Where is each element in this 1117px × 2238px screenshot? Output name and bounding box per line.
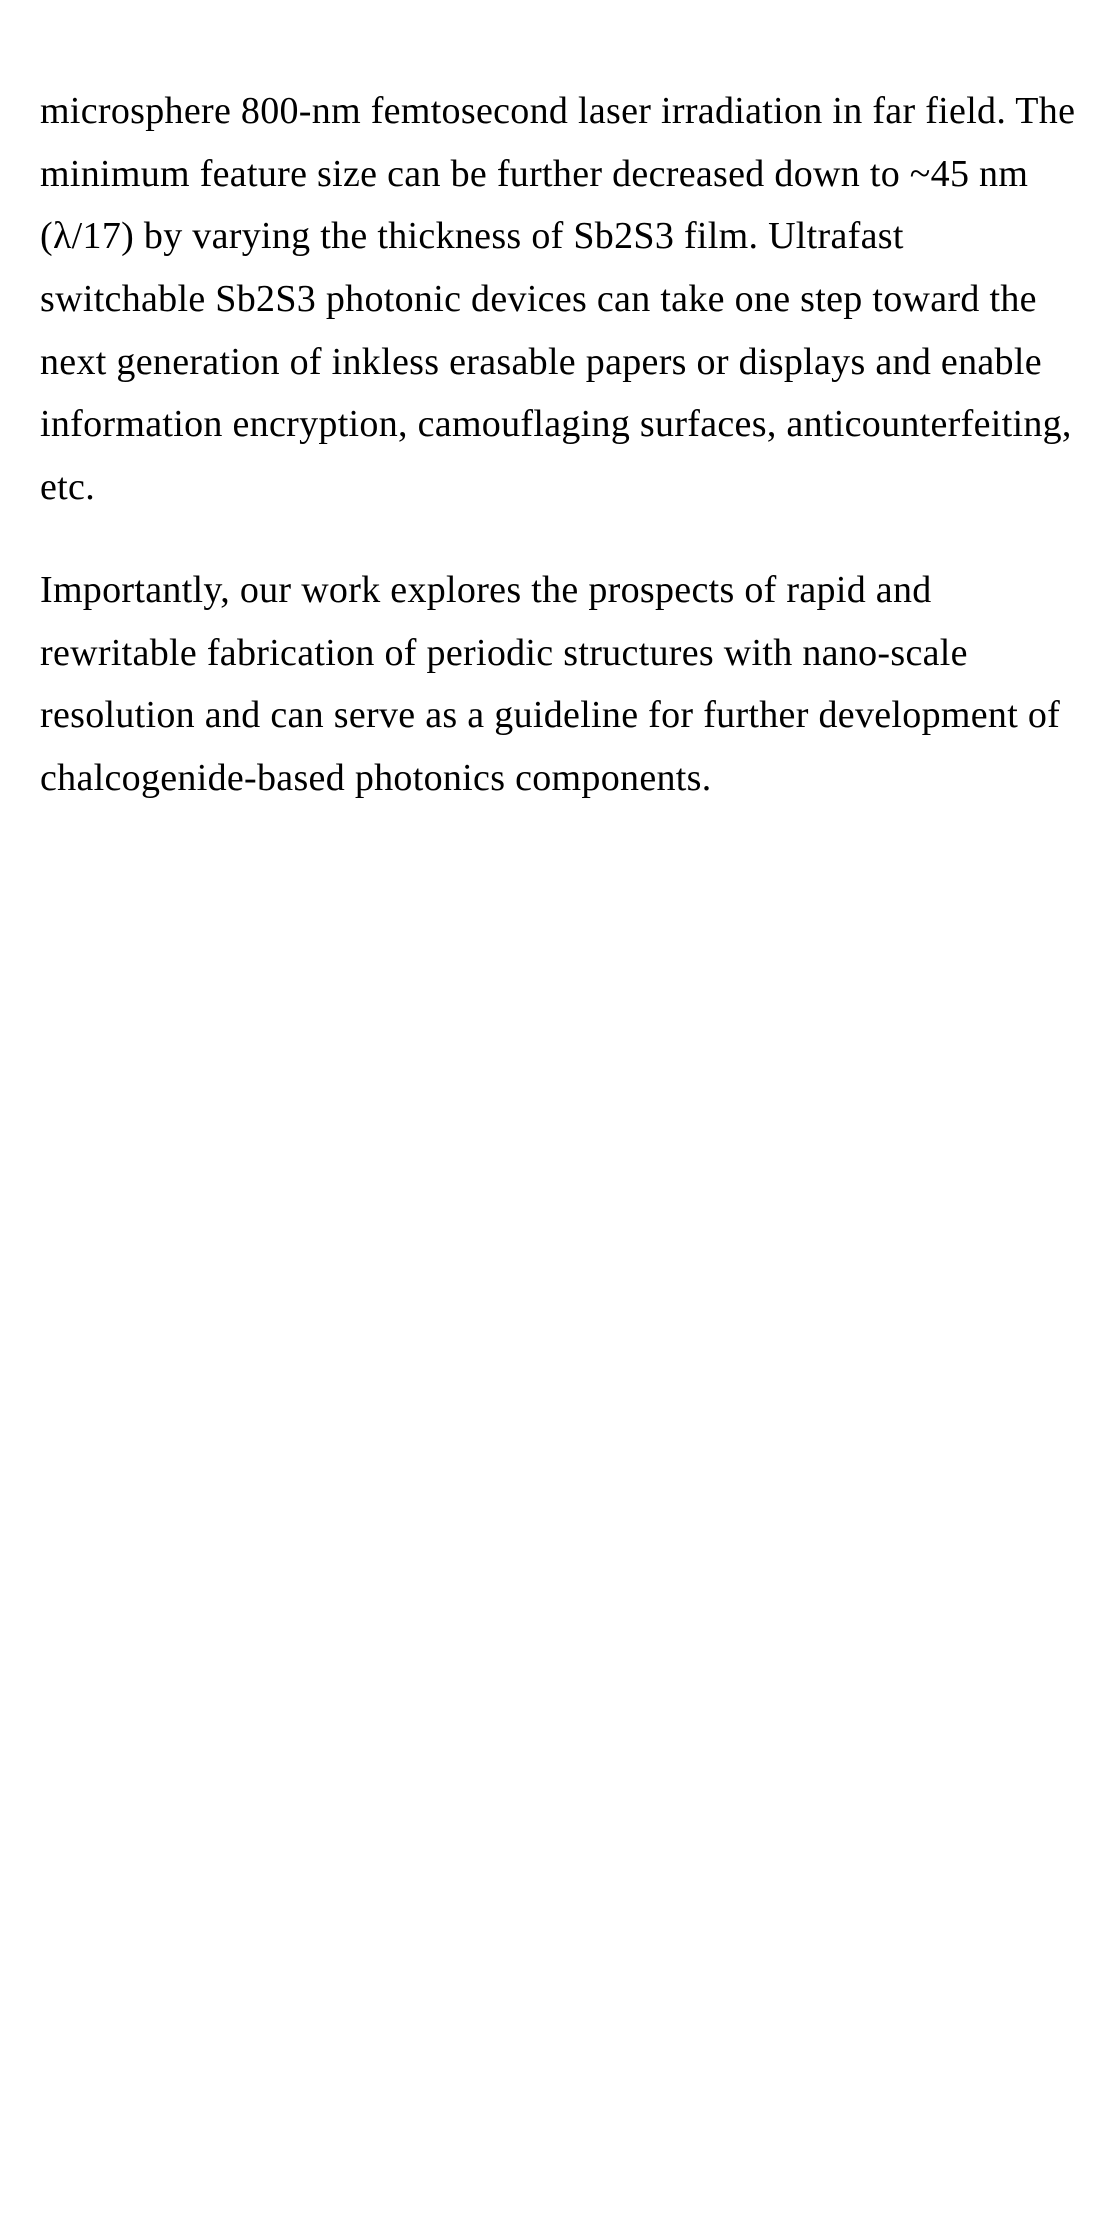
document-body: microsphere 800-nm femtosecond laser irr… bbox=[40, 80, 1077, 810]
paragraph-2: Importantly, our work explores the prosp… bbox=[40, 559, 1077, 810]
paragraph-1: microsphere 800-nm femtosecond laser irr… bbox=[40, 80, 1077, 519]
